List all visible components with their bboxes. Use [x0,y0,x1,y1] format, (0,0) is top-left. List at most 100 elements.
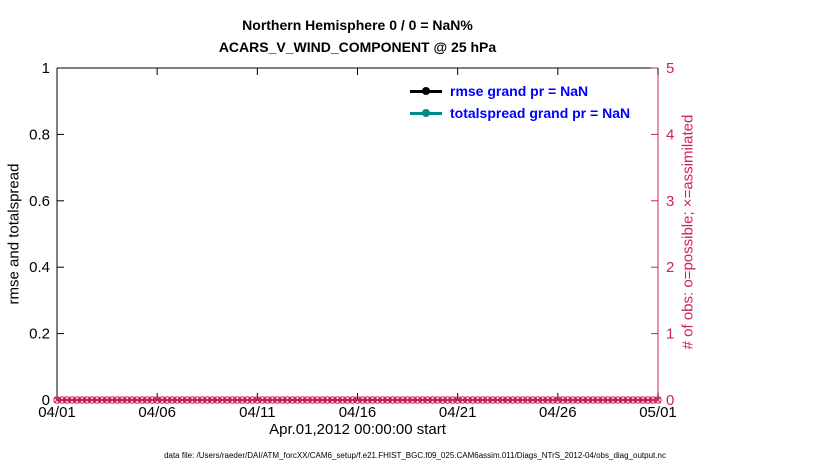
obs-possible-marker [599,396,607,404]
chart-title: Northern Hemisphere 0 / 0 = NaN% [242,17,473,33]
x-tick-label: 04/16 [339,404,377,421]
obs-possible-marker [293,396,302,404]
obs-possible-marker [253,396,262,404]
obs-possible-marker [118,396,126,404]
obs-possible-marker [228,396,236,404]
obs-possible-marker [579,396,587,404]
chart-subtitle: ACARS_V_WIND_COMPONENT @ 25 hPa [218,39,497,55]
obs-possible-marker [198,396,206,404]
obs-possible-marker [268,396,277,404]
obs-possible-marker [218,396,226,404]
right-y-tick-label: 0 [666,392,674,409]
obs-possible-marker [343,396,352,404]
obs-possible-marker [188,396,196,404]
obs-possible-marker [183,396,191,404]
legend: rmse grand pr = NaN totalspread grand pr… [410,80,630,124]
obs-possible-marker [534,396,542,404]
legend-label-totalspread: totalspread grand pr = NaN [450,105,631,121]
obs-possible-marker [148,396,156,404]
data-file-caption: data file: /Users/raeder/DAI/ATM_forcXX/… [164,451,666,460]
obs-possible-marker [143,396,151,404]
obs-possible-marker [468,396,477,404]
obs-possible-marker [373,396,382,404]
obs-possible-marker [564,396,572,404]
obs-possible-marker [83,396,91,404]
obs-possible-marker [634,396,642,404]
obs-possible-marker [338,396,347,404]
obs-possible-marker [524,396,532,404]
obs-possible-marker [619,396,627,404]
x-tick-label: 04/11 [239,404,275,421]
obs-possible-marker [504,396,512,404]
obs-possible-marker [458,396,467,404]
x-tick-label: 04/21 [439,404,477,421]
rmse-marker-icon [422,87,430,95]
obs-possible-marker [479,396,487,404]
obs-possible-marker [393,396,402,404]
totalspread-line-sample [410,109,442,117]
obs-possible-marker [529,396,537,404]
obs-possible-marker [203,396,211,404]
obs-possible-marker [243,396,252,404]
obs-possible-marker [323,396,332,404]
obs-possible-marker [283,396,292,404]
obs-possible-marker [58,396,66,404]
obs-possible-marker [313,396,322,404]
obs-possible-marker [123,396,131,404]
obs-possible-marker [208,396,216,404]
obs-possible-marker [98,396,106,404]
obs-possible-marker [509,396,517,404]
obs-possible-marker [88,396,96,404]
obs-possible-marker [433,396,442,404]
obs-possible-marker [133,396,141,404]
obs-possible-marker [639,396,647,404]
left-y-tick-label: 0.8 [29,126,50,143]
obs-possible-marker [78,396,86,404]
obs-possible-marker [614,396,622,404]
obs-possible-marker [463,396,472,404]
obs-possible-marker [263,396,272,404]
obs-possible-marker [448,396,457,404]
x-tick-label: 04/01 [38,404,76,421]
obs-possible-marker [644,396,652,404]
obs-possible-marker [494,396,502,404]
obs-possible-marker [238,396,247,404]
obs-possible-marker [423,396,432,404]
legend-label-rmse: rmse grand pr = NaN [450,83,589,99]
obs-possible-marker [418,396,427,404]
right-y-tick-label: 2 [666,259,674,276]
obs-possible-marker [53,396,61,404]
obs-possible-marker [288,396,297,404]
right-y-tick-label: 1 [666,326,674,343]
obs-possible-marker [519,396,527,404]
obs-possible-marker [443,396,452,404]
obs-possible-marker [193,396,201,404]
obs-possible-marker [363,396,372,404]
obs-possible-marker [388,396,397,404]
obs-possible-marker [173,396,181,404]
obs-possible-marker [128,396,136,404]
obs-possible-marker [233,396,242,404]
obs-possible-marker [398,396,407,404]
right-y-tick-label: 5 [666,60,674,77]
obs-assimilated-marker [654,396,662,404]
obs-possible-marker [318,396,327,404]
obs-possible-marker [629,396,637,404]
obs-possible-marker [328,396,337,404]
obs-possible-marker [73,396,81,404]
left-y-tick-label: 0.6 [29,193,50,210]
obs-possible-marker [63,396,71,404]
right-y-tick-label: 4 [666,126,674,143]
legend-entry-totalspread: totalspread grand pr = NaN [410,102,630,124]
obs-possible-marker [453,396,462,404]
obs-possible-marker [544,396,552,404]
obs-possible-marker [368,396,377,404]
obs-possible-marker [178,396,186,404]
obs-possible-marker [474,396,482,404]
obs-possible-marker [428,396,437,404]
obs-possible-marker [499,396,507,404]
obs-possible-marker [258,396,267,404]
obs-possible-marker [358,396,367,404]
obs-possible-marker [168,396,176,404]
